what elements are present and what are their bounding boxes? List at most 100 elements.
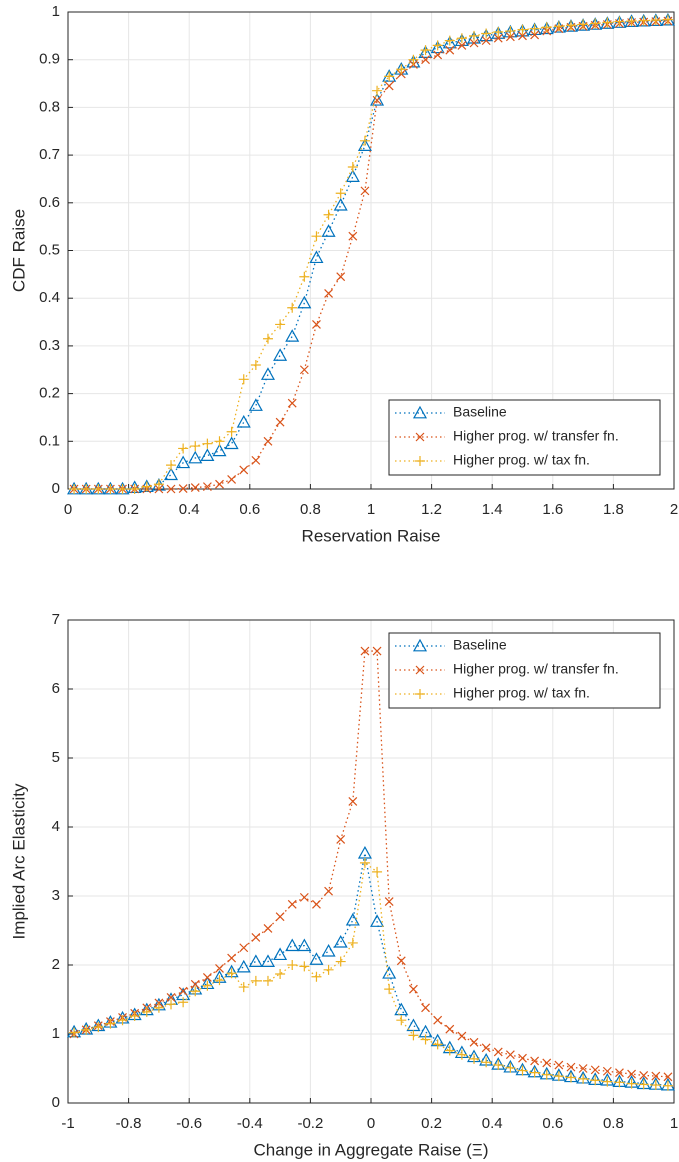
data-point [117,484,128,494]
data-point [529,1067,540,1078]
y-tick-label: 0 [52,1094,60,1111]
data-point [347,937,358,948]
data-point [214,436,225,447]
x-tick-label: 0.2 [421,1115,442,1132]
x-tick-label: 2 [670,501,678,518]
data-point [93,484,104,494]
data-point [214,975,225,986]
data-point [190,483,200,492]
data-point [236,414,251,428]
y-tick-label: 5 [52,749,60,766]
data-point [578,1064,588,1073]
data-point [81,484,92,494]
data-point [602,1066,612,1076]
data-point [615,1068,624,1078]
data-point [639,1070,649,1080]
data-point [309,250,324,264]
y-tick-label: 0.7 [39,146,60,163]
data-point [275,968,286,979]
data-point [360,646,370,656]
x-tick-label: 1 [670,1115,678,1132]
data-point [432,40,443,51]
y-tick-label: 6 [52,680,60,697]
data-point [153,1002,164,1013]
data-point [614,1077,625,1088]
data-point [442,35,457,49]
legend-marker [415,689,425,699]
data-point [345,912,360,926]
data-point [297,295,312,309]
data-point [505,32,515,42]
y-tick-label: 0.1 [39,432,60,449]
data-point [408,1030,419,1041]
data-point [457,40,467,50]
data-point [178,986,188,996]
y-tick-label: 1 [52,3,60,20]
x-tick-label: -0.8 [116,1115,142,1132]
data-point [518,31,527,41]
y-axis-label: CDF Raise [9,209,28,292]
data-point [166,993,176,1002]
data-point [200,448,215,462]
x-tick-label: 0.4 [482,1115,503,1132]
data-point [433,50,443,60]
data-point [287,398,297,408]
data-point [518,1053,527,1063]
y-tick-label: 0.6 [39,194,60,211]
data-point [542,1058,552,1068]
data-point [420,1034,431,1045]
data-point [239,465,249,475]
data-point [396,956,406,966]
data-point [347,162,358,173]
data-point [614,16,625,27]
data-point [420,45,431,56]
data-point [287,302,298,313]
data-point [445,1024,455,1034]
data-point [260,367,275,380]
data-point [105,1018,116,1029]
data-point [215,964,224,973]
data-point [357,138,372,151]
data-point [333,197,348,211]
data-point [651,1071,661,1081]
data-point [105,484,116,494]
x-tick-label: 0.4 [179,501,200,518]
data-point [129,484,140,494]
legend-marker [415,665,425,675]
data-point [215,479,224,489]
data-point [348,797,358,806]
x-tick-label: 1.2 [421,501,442,518]
data-point [529,23,540,34]
data-point [323,964,334,975]
legend-marker [412,638,428,652]
data-point [469,1053,480,1064]
y-tick-label: 4 [52,818,60,835]
data-point [553,21,564,32]
data-point [566,1062,576,1072]
data-point [321,224,336,237]
data-point [309,952,324,965]
data-point [433,1015,443,1025]
data-point [578,19,589,30]
data-point [590,1065,600,1075]
data-point [384,81,394,91]
y-tick-label: 3 [52,887,60,904]
data-point [541,22,552,33]
data-point [553,1071,564,1082]
data-point [360,186,370,196]
data-point [251,455,261,465]
data-point [287,899,297,909]
data-point [421,55,430,65]
data-point [408,54,419,65]
data-point [602,17,613,28]
data-point [444,1045,455,1056]
data-point [202,980,213,991]
data-point [530,1056,540,1066]
data-point [626,16,637,27]
data-point [311,231,322,242]
data-point [238,982,249,993]
axes-box [67,619,675,1104]
data-point [250,359,261,370]
data-point [227,475,237,484]
x-tick-label: 0 [64,501,72,518]
